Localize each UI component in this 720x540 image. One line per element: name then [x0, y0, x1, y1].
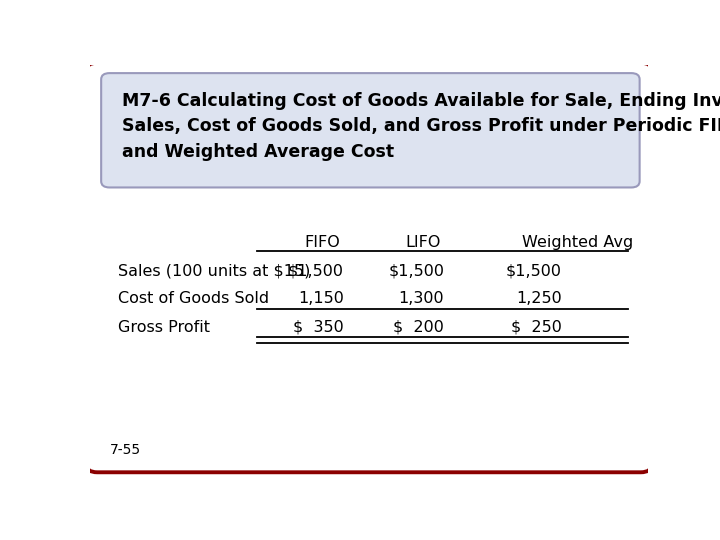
Text: $1,500: $1,500 [388, 263, 444, 278]
Text: Gross Profit: Gross Profit [118, 320, 210, 335]
Text: Sales (100 units at $15): Sales (100 units at $15) [118, 263, 310, 278]
Text: $1,500: $1,500 [288, 263, 344, 278]
FancyBboxPatch shape [86, 63, 652, 472]
Text: Weighted Avg: Weighted Avg [523, 235, 634, 250]
Text: 7-55: 7-55 [109, 443, 140, 457]
FancyBboxPatch shape [101, 73, 639, 187]
Text: $  200: $ 200 [393, 320, 444, 335]
Text: 1,250: 1,250 [516, 292, 562, 306]
Text: $  250: $ 250 [510, 320, 562, 335]
Text: Cost of Goods Sold: Cost of Goods Sold [118, 292, 269, 306]
Text: $1,500: $1,500 [505, 263, 562, 278]
Text: FIFO: FIFO [305, 235, 341, 250]
Text: 1,300: 1,300 [399, 292, 444, 306]
Text: 1,150: 1,150 [298, 292, 344, 306]
Text: $  350: $ 350 [293, 320, 344, 335]
Text: LIFO: LIFO [405, 235, 441, 250]
Text: M7-6 Calculating Cost of Goods Available for Sale, Ending Inventory,
Sales, Cost: M7-6 Calculating Cost of Goods Available… [122, 92, 720, 161]
